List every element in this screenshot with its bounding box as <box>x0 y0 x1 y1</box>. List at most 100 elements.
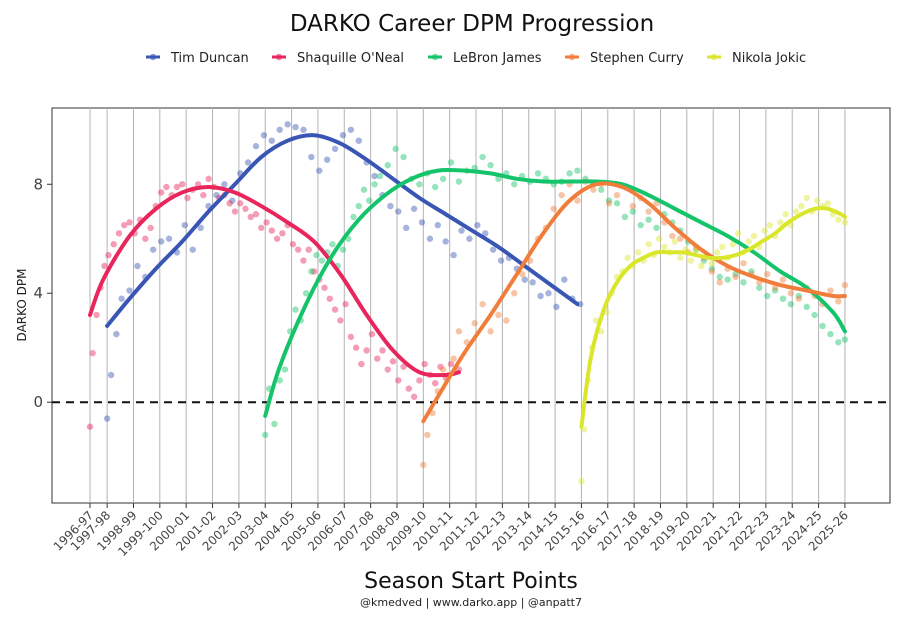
data-point <box>716 273 723 281</box>
data-point <box>814 197 821 204</box>
data-point <box>450 355 457 362</box>
data-point <box>331 145 339 153</box>
data-point <box>205 175 212 183</box>
data-point <box>389 358 397 365</box>
data-point <box>421 360 428 368</box>
data-point <box>101 262 108 270</box>
data-point <box>294 246 302 253</box>
data-point <box>534 170 542 177</box>
data-point <box>529 279 536 286</box>
data-point <box>321 284 328 291</box>
chart-caption: @kmedved | www.darko.app | @anpatt7 <box>360 596 582 609</box>
data-point <box>308 153 315 161</box>
trend-line-lebron-james <box>263 167 847 418</box>
data-point <box>439 175 447 183</box>
data-point <box>827 330 834 338</box>
data-point <box>550 205 557 212</box>
data-point <box>605 197 613 204</box>
data-point <box>134 262 141 270</box>
data-point <box>645 208 652 215</box>
data-point <box>629 202 637 210</box>
data-point <box>268 227 276 234</box>
data-point <box>795 292 803 300</box>
data-point <box>761 227 768 234</box>
data-point <box>103 415 111 422</box>
data-point <box>455 178 463 185</box>
data-point <box>323 156 331 163</box>
data-point <box>173 183 181 191</box>
legend: Tim Duncan Shaquille O'Neal LeBron James St… <box>146 51 806 66</box>
data-point <box>545 290 552 297</box>
data-point <box>110 241 117 248</box>
legend-item-lebron-james: LeBron James <box>428 51 542 66</box>
data-point <box>511 290 518 297</box>
data-point <box>363 347 370 354</box>
data-point <box>447 360 455 368</box>
data-point <box>624 254 631 262</box>
data-point <box>244 159 252 166</box>
data-point <box>521 276 528 283</box>
data-point <box>360 186 368 193</box>
data-point <box>400 153 407 161</box>
data-point <box>347 333 355 341</box>
data-point <box>150 246 157 253</box>
data-point <box>827 287 834 294</box>
data-point <box>566 170 573 177</box>
legend-label: Nikola Jokic <box>732 51 806 66</box>
data-point <box>410 393 418 400</box>
data-point <box>384 366 391 373</box>
y-tick-label: 8 <box>33 175 43 193</box>
data-point <box>771 287 779 294</box>
data-point <box>405 385 413 392</box>
legend-label: Shaquille O'Neal <box>297 51 404 66</box>
data-point <box>142 235 149 242</box>
legend-swatch-point <box>431 53 439 61</box>
data-point <box>252 142 260 150</box>
data-point <box>732 270 739 278</box>
data-point <box>258 224 265 232</box>
data-point <box>434 221 442 229</box>
data-point <box>371 172 378 180</box>
chart-title: DARKO Career DPM Progression <box>290 11 654 37</box>
data-point <box>271 420 278 428</box>
data-point <box>771 284 779 291</box>
data-point <box>379 347 386 354</box>
data-point <box>798 202 805 210</box>
data-point <box>410 205 418 212</box>
data-point <box>487 328 494 335</box>
data-point <box>708 260 716 267</box>
legend-label: LeBron James <box>453 51 542 66</box>
data-point <box>471 320 478 327</box>
data-point <box>424 431 431 439</box>
data-point <box>439 366 447 373</box>
data-point <box>279 230 286 237</box>
data-point <box>420 461 427 469</box>
legend-label: Stephen Curry <box>590 51 684 66</box>
trend-lines <box>88 133 847 429</box>
data-point <box>157 189 165 196</box>
data-point <box>358 360 365 368</box>
data-point <box>763 292 771 300</box>
data-point <box>416 377 423 384</box>
data-point <box>819 322 826 330</box>
data-point <box>645 241 652 248</box>
data-point <box>740 260 747 267</box>
trend-line-tim-duncan <box>105 133 580 328</box>
data-point <box>426 235 434 242</box>
data-point <box>750 232 758 240</box>
data-point <box>748 268 755 275</box>
data-point <box>105 251 112 259</box>
data-point <box>374 355 381 362</box>
data-point <box>431 183 439 191</box>
data-point <box>289 241 297 248</box>
data-point <box>553 303 560 311</box>
data-point <box>447 159 455 166</box>
data-point <box>331 306 339 313</box>
data-point <box>318 257 326 264</box>
data-point <box>118 295 125 302</box>
data-point <box>561 276 568 283</box>
data-point <box>811 311 818 319</box>
data-point <box>671 238 679 245</box>
data-point <box>645 216 652 223</box>
